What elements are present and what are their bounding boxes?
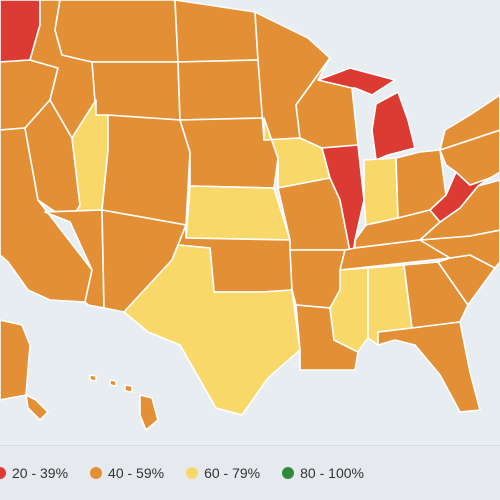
state-wi[interactable] [295, 57, 359, 149]
legend-swatch [186, 467, 199, 479]
state-mi[interactable] [317, 67, 396, 96]
state-hi[interactable] [139, 394, 159, 431]
legend-item: 20 - 39% [0, 465, 68, 481]
state-ks[interactable] [185, 185, 291, 241]
us-choropleth-map [0, 0, 500, 431]
state-mi-lower[interactable] [371, 91, 416, 161]
legend: 20 - 39% 40 - 59% 60 - 79% 80 - 100% [0, 445, 500, 500]
state-hi-island-c[interactable] [89, 374, 97, 382]
state-mt[interactable] [54, 0, 179, 63]
legend-label: 60 - 79% [204, 465, 261, 481]
legend-item: 40 - 59% [90, 465, 164, 481]
legend-label: 40 - 59% [108, 465, 165, 481]
state-ak-panhandle[interactable] [25, 394, 49, 421]
legend-label: 20 - 39% [12, 465, 69, 481]
legend-swatch [282, 467, 295, 479]
state-tx[interactable] [123, 244, 301, 416]
legend-swatch [0, 467, 6, 479]
state-fl[interactable] [377, 321, 481, 413]
state-ga[interactable] [403, 261, 469, 329]
state-wy[interactable] [91, 61, 181, 121]
legend-label: 80 - 100% [300, 465, 364, 481]
state-co[interactable] [101, 114, 191, 226]
state-sd[interactable] [177, 59, 265, 121]
legend-item: 60 - 79% [186, 465, 260, 481]
legend-item: 80 - 100% [282, 465, 364, 481]
state-hi-island-a[interactable] [124, 384, 133, 393]
state-hi-island-b[interactable] [109, 379, 117, 387]
state-in[interactable] [363, 157, 399, 226]
legend-swatch [90, 467, 103, 479]
state-pa[interactable] [439, 129, 500, 186]
state-ny[interactable] [439, 94, 500, 151]
map-svg [0, 0, 500, 431]
state-ak[interactable] [0, 319, 31, 401]
